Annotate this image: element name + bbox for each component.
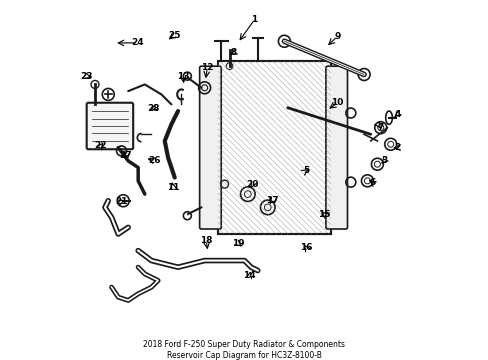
Text: 21: 21: [115, 197, 127, 206]
Text: 23: 23: [80, 72, 93, 81]
FancyBboxPatch shape: [86, 103, 133, 149]
Text: 22: 22: [95, 141, 107, 150]
Text: 26: 26: [147, 156, 160, 165]
Text: 27: 27: [120, 151, 132, 160]
Text: 19: 19: [232, 239, 244, 248]
Bar: [218, 61, 330, 234]
Text: 1: 1: [251, 15, 257, 24]
FancyBboxPatch shape: [325, 66, 347, 229]
Text: 10: 10: [331, 98, 343, 107]
Text: 16: 16: [299, 243, 311, 252]
Text: 17: 17: [266, 195, 279, 204]
Text: 15: 15: [317, 210, 330, 219]
Text: 4: 4: [393, 110, 400, 119]
Text: 8: 8: [230, 48, 236, 57]
Text: 9: 9: [334, 32, 340, 41]
FancyBboxPatch shape: [199, 66, 221, 229]
Text: 24: 24: [131, 39, 143, 48]
Text: 2018 Ford F-250 Super Duty Radiator & Components
Reservoir Cap Diagram for HC3Z-: 2018 Ford F-250 Super Duty Radiator & Co…: [143, 340, 345, 360]
Text: 6: 6: [368, 178, 375, 187]
Text: 11: 11: [166, 183, 179, 192]
Text: 2: 2: [393, 143, 400, 152]
Text: 28: 28: [146, 104, 159, 113]
Text: 18: 18: [200, 236, 212, 245]
Text: 13: 13: [177, 72, 189, 81]
Text: 3: 3: [380, 156, 386, 165]
Text: 20: 20: [246, 180, 259, 189]
Text: 14: 14: [243, 271, 255, 280]
Text: 5: 5: [302, 166, 308, 175]
Text: 12: 12: [201, 63, 213, 72]
Bar: [218, 61, 330, 234]
Text: 7: 7: [376, 123, 383, 132]
Text: 25: 25: [167, 31, 180, 40]
